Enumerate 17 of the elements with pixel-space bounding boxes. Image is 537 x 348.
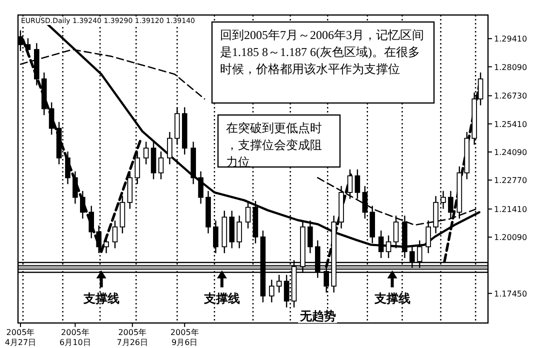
y-tick-label: 1.26730	[494, 92, 528, 101]
y-tick-label: 1.21410	[494, 205, 528, 214]
annotation: 支撑线	[202, 291, 240, 306]
x-tick-label: 2005年 9月6日	[170, 328, 199, 347]
y-tick-label: 1.29410	[494, 34, 528, 44]
y-tick-label: 1.22770	[494, 176, 528, 186]
x-tick-label: 2005年 4月27日	[4, 328, 36, 347]
annotation: 支撑线	[373, 291, 410, 306]
y-tick-label: 1.24090	[494, 148, 528, 157]
y-tick-label: 1.25410	[494, 120, 528, 129]
annotation: 支撑线	[82, 291, 120, 306]
y-tick-label: 1.17450	[494, 289, 528, 298]
x-tick-label: 2005年 7月26日	[116, 328, 148, 347]
y-tick-label: 1.28090	[494, 62, 528, 72]
x-tick-label: 2005年 6月10日	[60, 328, 91, 347]
y-tick-label: 1.20090	[494, 233, 528, 242]
annotation: 回到2005年7月～2006年3月，记忆区间是1.185 8～1.187 6(灰色区域)。在很多时候，价格都用该水平作为支撑位	[220, 28, 424, 76]
